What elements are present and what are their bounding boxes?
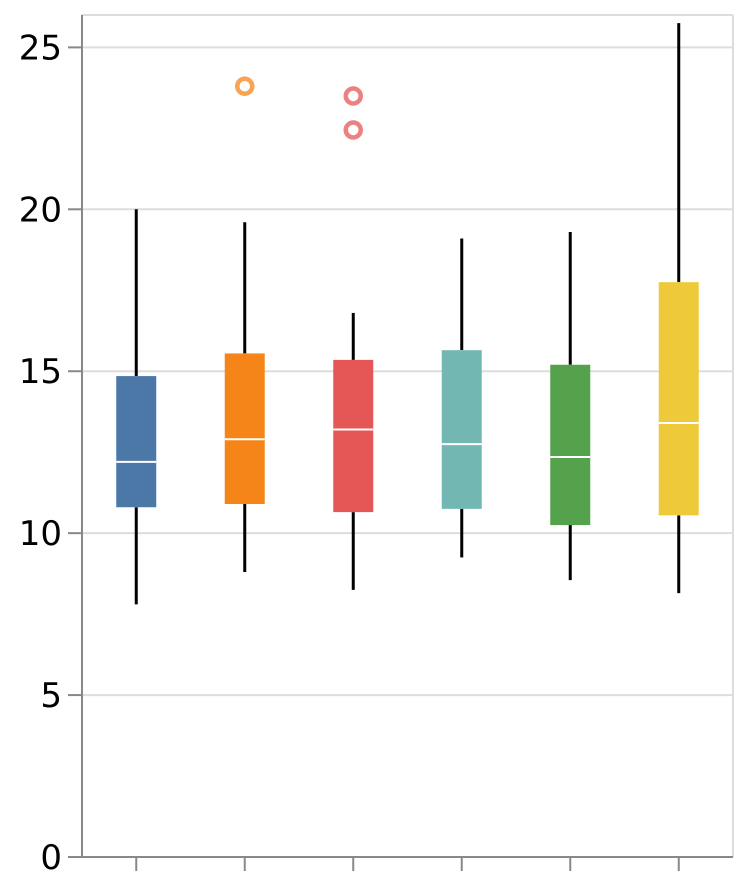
outlier-point <box>235 76 255 96</box>
y-tick-label: 25 <box>19 28 62 68</box>
box-body <box>441 350 482 509</box>
y-tick-label: 0 <box>40 838 62 878</box>
y-tick-label: 15 <box>19 352 62 392</box>
box-body <box>116 376 157 508</box>
y-tick-labels: 0 5 10 15 20 25 <box>19 28 62 878</box>
box-group <box>441 238 482 558</box>
box-group <box>224 76 265 573</box>
outlier-point <box>343 86 363 106</box>
box-body <box>224 353 265 505</box>
y-tick-label: 20 <box>19 190 62 230</box>
box-group <box>658 23 699 594</box>
y-tick-label: 10 <box>19 514 62 554</box>
boxes <box>116 23 699 605</box>
box-group <box>116 209 157 605</box>
box-body <box>658 282 699 516</box>
outlier-point <box>343 120 363 140</box>
box-group <box>333 86 374 590</box>
gridlines <box>82 46 733 697</box>
box-group <box>550 231 591 581</box>
y-tick-label: 5 <box>40 676 62 716</box>
axes <box>68 14 734 871</box>
box-body <box>333 359 374 513</box>
box-body <box>550 364 591 526</box>
